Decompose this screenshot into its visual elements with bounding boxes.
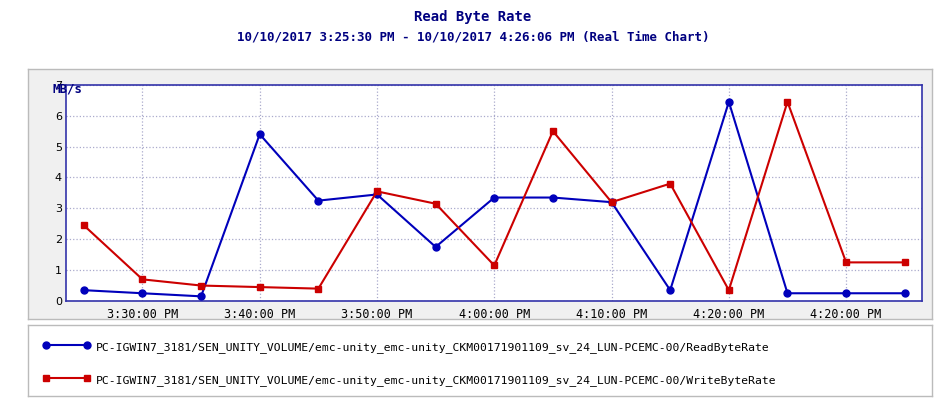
Text: MB/s: MB/s xyxy=(52,83,82,96)
Text: Read Byte Rate: Read Byte Rate xyxy=(414,10,532,24)
Text: 10/10/2017 3:25:30 PM - 10/10/2017 4:26:06 PM (Real Time Chart): 10/10/2017 3:25:30 PM - 10/10/2017 4:26:… xyxy=(236,30,710,43)
Text: PC-IGWIN7_3181/SEN_UNITY_VOLUME/emc-unity_emc-unity_CKM00171901109_sv_24_LUN-PCE: PC-IGWIN7_3181/SEN_UNITY_VOLUME/emc-unit… xyxy=(96,343,770,353)
Text: PC-IGWIN7_3181/SEN_UNITY_VOLUME/emc-unity_emc-unity_CKM00171901109_sv_24_LUN-PCE: PC-IGWIN7_3181/SEN_UNITY_VOLUME/emc-unit… xyxy=(96,375,777,386)
